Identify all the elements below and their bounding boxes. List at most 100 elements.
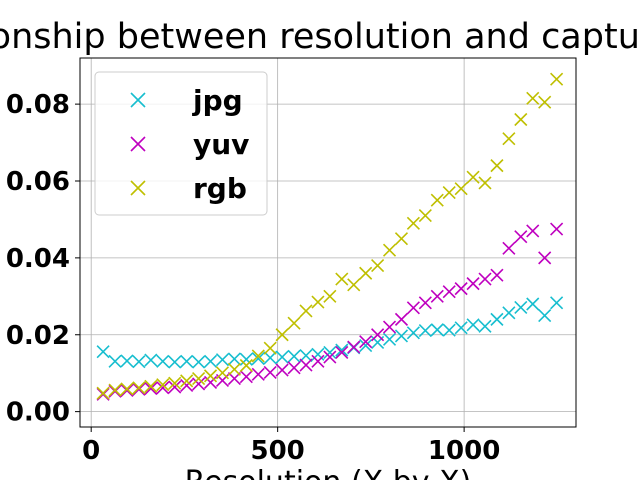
yuv-point (466, 277, 480, 291)
yuv-point (359, 335, 373, 349)
rgb-point (371, 258, 385, 273)
yuv-point (371, 328, 385, 342)
y-tick-label: 0.00 (6, 398, 70, 428)
series-yuv (96, 222, 564, 401)
jpg-point (382, 332, 397, 346)
jpg-point (120, 354, 134, 368)
yuv-point (227, 372, 241, 386)
yuv-point (323, 350, 337, 364)
chart-title: Relationship between resolution and capt… (0, 17, 640, 57)
yuv-point (144, 381, 158, 396)
jpg-point (203, 354, 218, 368)
jpg-point (168, 355, 182, 369)
y-tick-label: 0.04 (6, 244, 70, 274)
jpg-point (550, 296, 564, 310)
jpg-point (406, 326, 420, 340)
rgb-point (203, 369, 218, 383)
jpg-point (144, 353, 158, 367)
jpg-point (394, 329, 409, 343)
rgb-point (382, 243, 397, 257)
legend-marker-rgb (130, 180, 146, 196)
series-jpg (96, 296, 564, 369)
yuv-point (203, 375, 218, 389)
jpg-point (227, 352, 241, 366)
yuv-point (299, 358, 313, 372)
rgb-point (156, 378, 170, 392)
yuv-point (287, 361, 301, 375)
rgb-point (550, 72, 564, 86)
rgb-point (442, 185, 456, 200)
legend-label-rgb: rgb (193, 172, 247, 205)
legend-box (94, 71, 268, 216)
jpg-point (502, 306, 516, 320)
rgb-point (299, 304, 313, 318)
jpg-point (466, 318, 480, 332)
jpg-point (335, 343, 349, 357)
legend-label-yuv: yuv (193, 128, 249, 161)
yuv-point (263, 365, 277, 379)
x-tick-label: 1000 (428, 436, 500, 466)
x-axis-label: Resolution (X by X) (185, 465, 472, 480)
legend-label-jpg: jpg (192, 84, 243, 117)
rgb-point (132, 381, 146, 395)
rgb-point (96, 386, 110, 400)
x-axis-ticks: 0 500 1000 (82, 427, 500, 466)
jpg-point (538, 308, 552, 323)
yuv-point (108, 384, 122, 398)
rgb-point (275, 328, 289, 342)
series-rgb (96, 72, 564, 400)
jpg-point (299, 348, 313, 363)
y-tick-label: 0.08 (6, 90, 70, 120)
rgb-point (180, 374, 194, 388)
yuv-point (347, 340, 361, 354)
yuv-point (454, 282, 468, 296)
y-tick-label: 0.06 (6, 167, 70, 197)
jpg-point (359, 338, 373, 353)
yuv-point (526, 224, 540, 238)
rgb-point (406, 216, 420, 230)
yuv-point (442, 285, 456, 299)
jpg-point (442, 323, 456, 337)
rgb-point (168, 376, 182, 390)
yuv-point (96, 387, 110, 401)
yuv-point (168, 380, 182, 394)
rgb-point (418, 209, 432, 223)
yuv-point (275, 363, 289, 377)
rgb-point (215, 366, 230, 380)
yuv-point (132, 382, 146, 396)
jpg-point (215, 353, 230, 367)
legend: jpg yuv rgb (94, 71, 268, 216)
rgb-point (502, 132, 516, 146)
yuv-point (156, 381, 170, 395)
plot-area-frame (79, 57, 577, 428)
rgb-point (192, 372, 206, 386)
jpg-point (418, 323, 432, 338)
rgb-point (323, 289, 337, 303)
jpg-point (478, 319, 492, 333)
rgb-point (311, 295, 325, 309)
jpg-point (108, 354, 122, 368)
rgb-point (144, 379, 158, 393)
yuv-point (239, 370, 253, 384)
jpg-point (526, 297, 540, 311)
yuv-point (406, 301, 420, 315)
rgb-point (120, 382, 134, 396)
rgb-point (490, 159, 504, 173)
x-tick-label: 0 (82, 436, 100, 466)
yuv-point (180, 378, 194, 393)
rgb-point (359, 266, 373, 280)
yuv-point (502, 241, 516, 255)
jpg-point (263, 351, 277, 365)
jpg-point (490, 312, 504, 326)
jpg-point (180, 354, 194, 368)
jpg-point (430, 323, 444, 337)
data-markers (96, 72, 564, 401)
legend-marker-jpg (130, 92, 146, 108)
rgb-point (108, 383, 122, 397)
yuv-point (192, 377, 206, 391)
yuv-point (335, 345, 349, 359)
rgb-point (335, 272, 349, 286)
yuv-point (490, 268, 504, 282)
jpg-point (323, 345, 337, 359)
